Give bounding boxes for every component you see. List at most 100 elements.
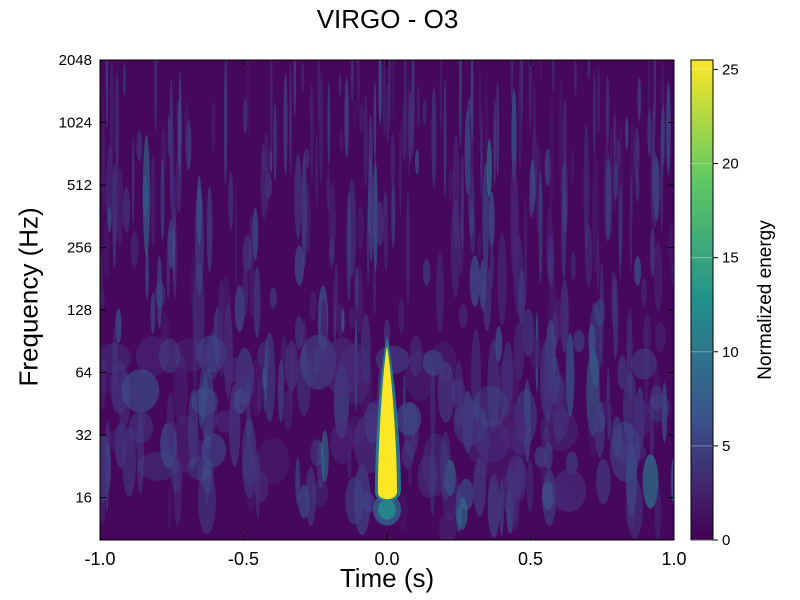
noise-feature [283, 389, 293, 430]
noise-feature [348, 307, 357, 329]
low-frequency-feature [375, 345, 410, 374]
low-frequency-feature [634, 400, 651, 437]
noise-feature [328, 237, 335, 268]
low-frequency-feature [128, 411, 154, 443]
noise-feature [293, 60, 297, 117]
noise-feature [574, 60, 577, 97]
noise-feature [479, 105, 483, 146]
y-tick-label: 64 [75, 365, 92, 382]
noise-feature [479, 259, 486, 311]
low-frequency-feature [587, 402, 601, 457]
noise-feature [373, 160, 378, 272]
colorbar-tick-label: 20 [722, 156, 739, 173]
noise-feature [109, 60, 114, 166]
noise-feature [263, 130, 270, 213]
noise-feature [522, 308, 534, 357]
noise-feature [430, 371, 436, 447]
y-tick-label: 512 [67, 177, 92, 194]
noise-feature [224, 60, 228, 175]
noise-feature [269, 60, 273, 175]
noise-feature [431, 86, 437, 189]
noise-feature [642, 312, 651, 356]
noise-feature [511, 88, 517, 184]
noise-feature [289, 63, 292, 176]
noise-feature [223, 60, 227, 187]
noise-feature [551, 375, 565, 404]
noise-feature [637, 76, 642, 122]
low-frequency-feature [201, 433, 227, 467]
noise-feature [596, 234, 600, 293]
noise-feature [565, 451, 578, 475]
noise-feature [169, 77, 174, 209]
noise-feature [301, 154, 307, 268]
noise-feature [357, 205, 364, 251]
noise-feature [573, 329, 585, 353]
noise-feature [456, 483, 462, 508]
x-tick-label: 1.0 [661, 549, 686, 569]
noise-feature [355, 265, 364, 334]
low-frequency-feature [396, 402, 422, 436]
noise-feature [243, 460, 260, 488]
noise-feature [112, 164, 117, 269]
noise-feature [486, 139, 492, 198]
noise-feature [592, 69, 596, 159]
noise-feature [539, 60, 543, 81]
noise-feature [510, 60, 514, 104]
noise-feature [100, 489, 106, 525]
noise-feature [123, 61, 126, 97]
noise-feature [443, 79, 447, 199]
noise-feature [103, 217, 110, 278]
noise-feature [528, 190, 535, 219]
noise-feature [597, 67, 601, 134]
noise-feature [150, 292, 156, 335]
noise-feature [617, 355, 628, 390]
noise-feature [311, 480, 329, 508]
noise-feature [243, 97, 248, 135]
noise-feature [408, 463, 412, 488]
low-frequency-feature [552, 405, 570, 439]
noise-feature [484, 71, 489, 174]
noise-feature [653, 60, 656, 122]
noise-feature [496, 81, 499, 177]
noise-feature [294, 245, 305, 286]
noise-feature [478, 62, 482, 132]
noise-feature [497, 232, 507, 326]
low-frequency-feature [609, 421, 640, 482]
noise-feature [651, 152, 659, 228]
noise-feature [594, 298, 605, 327]
low-frequency-feature [551, 469, 587, 512]
noise-feature [584, 224, 593, 288]
noise-feature [170, 457, 183, 493]
colorbar-tick-label: 15 [722, 250, 739, 267]
noise-feature [511, 173, 520, 284]
noise-feature [334, 262, 339, 322]
noise-feature [464, 109, 471, 195]
noise-feature [273, 102, 277, 183]
noise-feature [369, 159, 374, 231]
noise-feature [498, 357, 513, 417]
low-frequency-feature [204, 394, 218, 434]
noise-feature [338, 74, 342, 97]
noise-feature [458, 303, 468, 329]
noise-feature [477, 231, 482, 260]
low-frequency-feature [439, 511, 457, 540]
noise-feature [166, 236, 171, 300]
noise-feature [661, 382, 668, 443]
low-frequency-feature [453, 399, 486, 446]
noise-feature [544, 148, 551, 187]
noise-feature [173, 459, 182, 527]
noise-feature [269, 149, 273, 174]
noise-feature [234, 285, 245, 333]
noise-feature [666, 81, 671, 176]
low-frequency-feature [256, 438, 290, 485]
noise-feature [160, 159, 165, 241]
noise-feature [401, 102, 407, 162]
noise-feature [100, 251, 104, 306]
noise-feature [184, 99, 190, 161]
noise-feature [392, 60, 395, 121]
low-frequency-feature [409, 335, 423, 377]
noise-feature [373, 265, 376, 315]
noise-feature [310, 84, 314, 183]
noise-feature [416, 84, 420, 130]
low-frequency-feature [223, 357, 252, 383]
